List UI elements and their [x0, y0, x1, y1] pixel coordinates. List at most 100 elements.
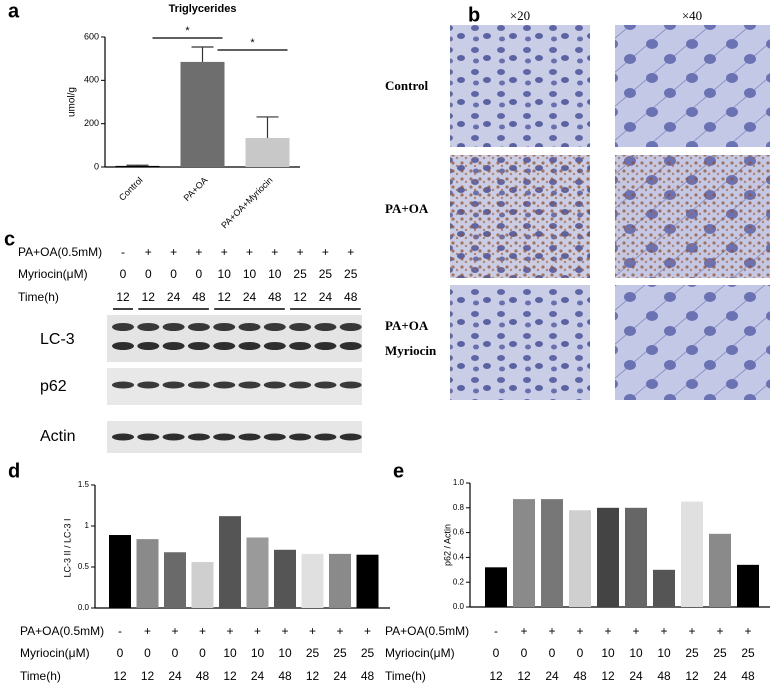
bar: [485, 567, 507, 607]
row-value: 48: [361, 669, 375, 683]
blot-band: [213, 342, 236, 350]
row-value: 25: [713, 646, 727, 660]
bar: [301, 553, 324, 608]
row-value: +: [520, 624, 527, 638]
blot-band: [314, 342, 337, 350]
y-tick-label: 0.5: [78, 562, 90, 571]
row-value: +: [171, 624, 178, 638]
bar: [653, 569, 675, 607]
row-value: 24: [333, 669, 347, 683]
bar: [625, 507, 647, 607]
significance-label: *: [250, 37, 255, 49]
row-value: 0: [170, 267, 177, 281]
row-name: PA+OA(0.5mM): [20, 624, 104, 638]
y-tick-label: 0.4: [453, 553, 465, 562]
blot-band: [263, 381, 286, 389]
x-tick-label: PA+OA+Myriocin: [219, 175, 274, 230]
row-value: +: [322, 245, 329, 259]
row-value: 10: [629, 646, 643, 660]
panel-letter: b: [468, 4, 480, 26]
magnification-label: ×40: [682, 8, 702, 23]
y-tick-label: 1: [85, 521, 90, 530]
blot-band: [339, 342, 362, 350]
row-value: 12: [113, 669, 127, 683]
row-value: +: [548, 624, 555, 638]
row-value: +: [576, 624, 583, 638]
bar: [180, 61, 225, 167]
row-value: 0: [493, 646, 500, 660]
panel-letter: d: [8, 460, 20, 482]
blot-band: [162, 323, 185, 331]
row-value: 24: [167, 290, 181, 304]
row-value: 24: [545, 669, 559, 683]
row-value: +: [604, 624, 611, 638]
row-value: -: [494, 624, 498, 638]
significance-label: *: [185, 25, 190, 37]
chart-title: Triglycerides: [169, 3, 237, 15]
blot-band: [112, 323, 134, 331]
row-value: 24: [629, 669, 643, 683]
row-label: PA+OA: [385, 318, 429, 333]
row-value: 0: [117, 646, 124, 660]
row-value: +: [145, 245, 152, 259]
row-value: 24: [243, 290, 257, 304]
blot-band: [112, 342, 134, 350]
micrograph: [615, 25, 770, 147]
row-value: 10: [268, 267, 282, 281]
bar: [164, 552, 186, 608]
protein-label: Actin: [40, 428, 76, 445]
row-value: 10: [218, 267, 232, 281]
row-value: 25: [741, 646, 755, 660]
row-value: +: [660, 624, 667, 638]
row-name: Time(h): [20, 669, 61, 683]
row-value: +: [281, 624, 288, 638]
bar: [513, 499, 535, 607]
row-value: 12: [218, 290, 232, 304]
blot-band: [137, 381, 160, 389]
protein-label: p62: [40, 378, 67, 395]
blot-band: [263, 323, 286, 331]
micrograph: [450, 285, 590, 400]
row-value: +: [246, 245, 253, 259]
blot-band: [339, 433, 362, 441]
bar: [274, 549, 296, 608]
bar: [109, 535, 131, 608]
bar: [541, 499, 563, 607]
row-value: 0: [199, 646, 206, 660]
blot-band: [213, 323, 236, 331]
lipid-stain: [450, 155, 590, 278]
row-value: 25: [344, 267, 358, 281]
blot-band: [314, 381, 337, 389]
row-value: +: [632, 624, 639, 638]
row-value: 0: [577, 646, 584, 660]
row-value: 25: [306, 646, 320, 660]
row-value: 12: [601, 669, 615, 683]
row-value: +: [144, 624, 151, 638]
blot-band: [137, 342, 160, 350]
row-label: Myriocin: [385, 343, 437, 358]
blot-band: [213, 381, 236, 389]
blot-band: [238, 381, 261, 389]
row-value: 10: [601, 646, 615, 660]
row-value: 24: [168, 669, 182, 683]
blot-band: [112, 433, 134, 441]
row-value: +: [309, 624, 316, 638]
y-tick-label: 0.8: [453, 503, 465, 512]
blot-band: [339, 381, 362, 389]
bar: [136, 539, 159, 608]
y-axis-label: LC-3 II / LC-3 I: [62, 518, 72, 577]
row-value: 25: [361, 646, 375, 660]
row-value: 48: [741, 669, 755, 683]
y-tick-label: 0.2: [453, 577, 465, 586]
row-name: Myriocin(μM): [385, 646, 455, 660]
blot-band: [263, 342, 286, 350]
row-value: +: [336, 624, 343, 638]
row-value: +: [297, 245, 304, 259]
blot-band: [238, 323, 261, 331]
row-name: Time(h): [385, 669, 426, 683]
y-tick-label: 0.0: [453, 602, 465, 611]
blot-band: [314, 323, 337, 331]
magnification-label: ×20: [510, 8, 530, 23]
row-value: +: [221, 245, 228, 259]
row-value: 12: [293, 290, 307, 304]
